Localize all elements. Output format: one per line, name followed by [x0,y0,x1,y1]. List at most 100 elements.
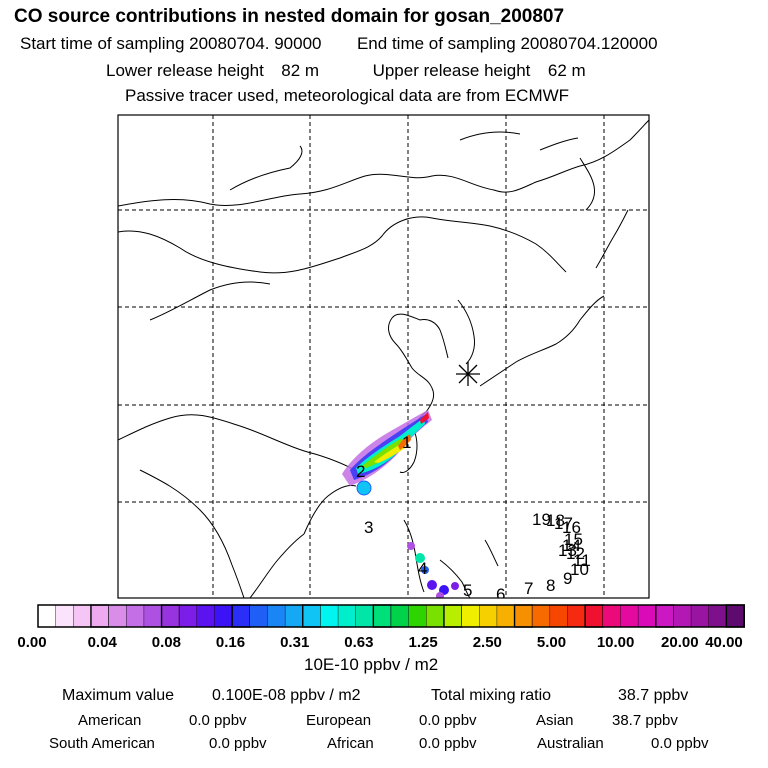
total-mixing-label: Total mixing ratio [431,687,552,704]
legend-color-box [602,604,621,628]
start-label: Start time of sampling [20,34,185,53]
legend-color-box [655,604,675,628]
end-value: 20080704.120000 [520,34,658,53]
region-value-asian: 38.7 ppbv [612,712,678,729]
plot-title: CO source contributions in nested domain… [14,6,565,27]
region-label-16: 16 [562,518,581,537]
legend-color-box [372,604,393,628]
legend-color-box [496,604,516,628]
legend-color-box [284,604,304,628]
legend-color-box [178,604,198,628]
region-label-10: 10 [570,560,589,579]
legend-color-box [620,604,639,628]
legend-tick-label: 0.16 [216,634,245,651]
lower-label: Lower release height [106,61,264,80]
legend-units: 10E-10 ppbv / m2 [304,655,439,674]
legend-tick-label: 40.00 [705,634,743,651]
legend-color-box [690,604,710,628]
start-value: 20080704. 90000 [189,34,322,53]
legend-tick-label: 0.04 [88,634,118,651]
region-name-australian: Australian [537,735,604,752]
release-height-line: Lower release height 82 m Upper release … [106,61,586,81]
legend-color-box [708,604,727,628]
lower-value: 82 m [281,61,320,80]
region-name-south-american: South American [49,735,155,752]
legend-frame [37,604,745,628]
end-label: End time of sampling [356,34,516,53]
legend-tick-labels: 0.00 0.04 0.08 0.16 0.31 0.63 1.25 2.50 5.00 10.0… [17,634,742,651]
region-label-17: 17 [554,514,573,533]
max-value: 0.100E-08 ppbv / m2 [212,687,361,704]
legend-tick-label: 5.00 [537,634,566,651]
region-label-14: 14 [562,536,581,555]
region-label-7: 7 [524,579,533,598]
legend-color-box [108,604,127,628]
legend-tick-label: 0.31 [280,634,309,651]
legend-color-box [73,604,92,628]
total-mixing-value: 38.7 ppbv [618,687,689,704]
legend-color-box [408,604,427,628]
region-value-american: 0.0 ppbv [189,712,247,729]
region-label-13: 13 [558,541,577,560]
legend-color-box [143,604,163,628]
region-label-4: 4 [418,559,427,578]
max-value-label: Maximum value [62,687,175,704]
legend-color-boxes [37,604,745,628]
region-name-european: European [306,712,372,729]
legend-color-box [584,604,604,628]
legend-color-box [461,604,480,628]
graticule [118,115,649,598]
legend-color-box [37,604,57,628]
legend-color-box [637,604,657,628]
legend-color-box [126,604,145,628]
legend-color-box [673,604,692,628]
legend-tick-label: 2.50 [473,634,502,651]
co-plume [342,410,459,598]
legend-tick-label: 10.00 [597,634,635,651]
legend-color-box [355,604,374,628]
legend-tick-label: 0.63 [344,634,373,651]
legend-color-box [426,604,445,628]
region-label-3: 3 [364,518,373,537]
legend-color-box [479,604,498,628]
legend-color-box [725,604,745,628]
region-label-6: 6 [496,585,505,604]
region-name-asian: Asian [536,712,574,729]
region-label-12: 12 [566,544,585,563]
upper-label: Upper release height [372,61,531,80]
legend-tick-label: 1.25 [408,634,437,651]
legend-color-box [214,604,233,628]
legend-color-box [55,604,74,628]
legend-color-box [231,604,251,628]
legend-color-box [196,604,216,628]
legend-color-box [549,604,568,628]
region-label-5: 5 [463,581,472,600]
receptor-asterisk-icon [456,362,480,386]
region-label-11: 11 [573,551,591,570]
legend-color-box [567,604,586,628]
legend-color-box [532,604,551,628]
region-label-15: 15 [564,530,583,549]
legend-color-box [337,604,357,628]
region-label-8: 8 [546,576,555,595]
legend-tick-label: 20.00 [661,634,699,651]
legend-color-box [390,604,410,628]
legend-color-box [160,604,181,628]
legend-color-box [90,604,110,628]
region-labels: 1 2 3 4 5 6 7 8 9 10 11 12 13 14 15 16 1… [356,433,591,604]
region-value-european: 0.0 ppbv [419,712,477,729]
region-label-18: 18 [546,511,565,530]
region-value-african: 0.0 ppbv [419,735,477,752]
region-name-african: African [327,735,374,752]
region-label-19: 19 [532,510,551,529]
legend-tick-label: 0.00 [17,634,46,651]
legend-color-box [513,604,534,628]
legend-color-box [249,604,268,628]
region-label-1: 1 [402,433,411,452]
sampling-time-line: Start time of sampling 20080704. 90000 E… [20,34,658,54]
region-value-south-american: 0.0 ppbv [209,735,267,752]
legend-color-box [443,604,463,628]
region-value-australian: 0.0 ppbv [651,735,709,752]
